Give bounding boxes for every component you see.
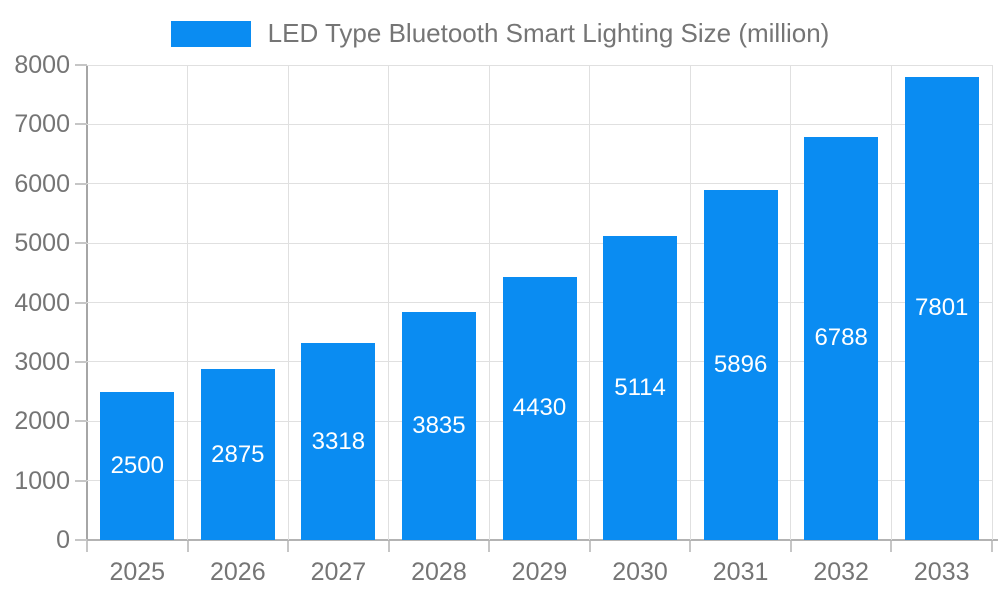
gridline-horizontal	[87, 183, 992, 185]
y-axis-tick	[75, 539, 87, 541]
gridline-vertical	[589, 65, 591, 540]
legend[interactable]: LED Type Bluetooth Smart Lighting Size (…	[0, 18, 1000, 49]
y-axis-label: 1000	[14, 466, 70, 495]
x-axis-label: 2033	[913, 558, 970, 586]
gridline-vertical	[187, 65, 189, 540]
x-axis-label: 2025	[109, 558, 166, 586]
bar-value-label: 6788	[814, 324, 868, 352]
y-axis-label: 7000	[14, 110, 70, 139]
plot-area: 2500 2875 3318 3835 4430 5114 5896 6788 7801	[87, 64, 993, 540]
x-axis-tick	[287, 541, 290, 552]
gridline-vertical	[488, 65, 490, 540]
x-axis-tick	[890, 541, 893, 552]
y-axis-tick	[75, 242, 87, 245]
bar[interactable]: 4430	[502, 276, 577, 540]
gridline-vertical	[287, 65, 289, 540]
gridline-horizontal	[87, 242, 992, 244]
y-axis-label: 6000	[14, 169, 70, 198]
bar-value-label: 3318	[311, 427, 366, 455]
bar[interactable]: 2875	[200, 369, 275, 540]
bar[interactable]: 5114	[603, 236, 678, 540]
y-axis-tick	[75, 123, 87, 126]
gridline-vertical	[890, 65, 892, 540]
bar[interactable]: 3835	[401, 312, 476, 540]
y-axis-tick	[75, 479, 87, 482]
bar-value-label: 5896	[713, 350, 768, 378]
gridline-vertical	[388, 65, 390, 540]
x-axis-tick	[186, 541, 189, 552]
y-axis-label: 3000	[14, 347, 70, 376]
x-axis-tick	[789, 541, 792, 552]
bar-value-label: 5114	[614, 374, 666, 402]
bar[interactable]: 3318	[301, 343, 376, 540]
x-axis-label: 2026	[210, 558, 266, 586]
x-axis-tick	[588, 541, 591, 552]
gridline-vertical	[689, 65, 691, 540]
bar[interactable]: 2500	[100, 391, 175, 540]
y-axis-tick	[75, 420, 87, 423]
gridline-vertical	[991, 65, 993, 540]
y-axis-label: 2000	[14, 407, 70, 436]
x-axis-tick	[991, 541, 993, 552]
bar-value-label: 3835	[412, 412, 466, 440]
x-axis-label: 2030	[612, 558, 668, 586]
x-axis-tick	[387, 541, 390, 552]
legend-swatch	[170, 20, 251, 47]
gridline-horizontal	[87, 123, 992, 125]
bar-value-label: 4430	[512, 394, 567, 422]
x-axis-label: 2027	[310, 558, 367, 586]
x-axis-label: 2028	[411, 558, 467, 586]
x-axis-line	[86, 539, 998, 541]
y-axis-tick	[75, 360, 87, 363]
bar[interactable]: 7801	[904, 76, 979, 540]
x-axis-tick	[86, 541, 88, 552]
y-axis-tick	[75, 64, 87, 66]
x-axis-label: 2031	[712, 558, 769, 586]
bar[interactable]: 5896	[703, 189, 778, 540]
bar[interactable]: 6788	[804, 136, 879, 540]
y-axis-label: 5000	[14, 229, 70, 258]
x-axis-label: 2029	[511, 558, 568, 586]
bar-value-label: 7801	[915, 294, 969, 322]
y-axis-tick	[75, 182, 87, 185]
legend-label: LED Type Bluetooth Smart Lighting Size (…	[267, 18, 830, 48]
y-axis-label: 0	[56, 526, 70, 554]
x-axis-tick	[689, 541, 692, 552]
gridline-horizontal	[87, 64, 992, 66]
y-axis-label: 8000	[14, 51, 70, 79]
bar-value-label: 2875	[211, 440, 265, 468]
x-axis-tick	[488, 541, 491, 552]
y-axis-label: 4000	[14, 288, 70, 317]
bar-value-label: 2500	[110, 451, 164, 479]
y-axis-tick	[75, 301, 87, 304]
x-axis-label: 2032	[813, 558, 869, 586]
gridline-vertical	[790, 65, 792, 540]
